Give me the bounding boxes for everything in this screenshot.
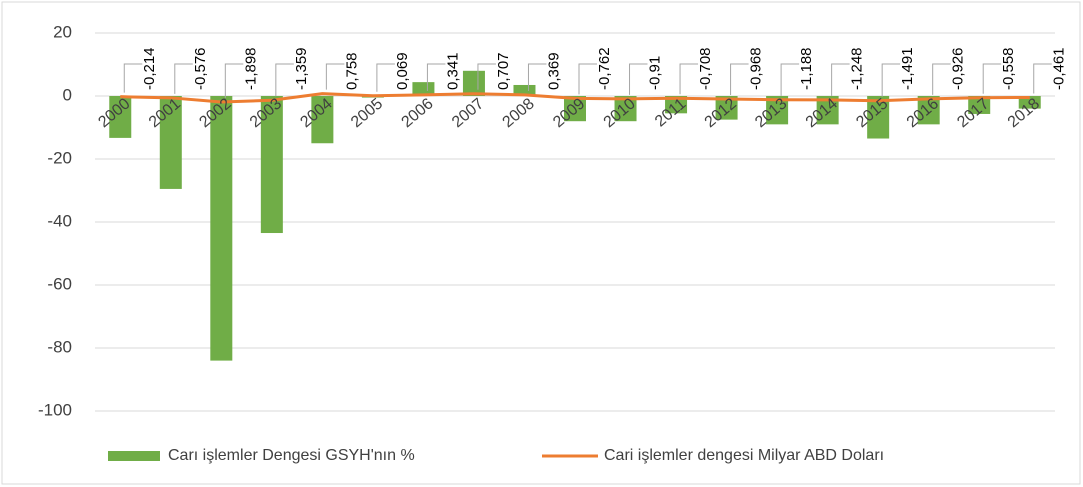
data-label: -1,491 xyxy=(899,47,916,90)
leader-line xyxy=(982,63,1002,94)
leader-line xyxy=(831,63,850,96)
leader-line xyxy=(679,63,699,95)
bar xyxy=(564,96,586,122)
leader-line xyxy=(578,63,597,95)
leader-line xyxy=(477,63,496,90)
data-label: -0,968 xyxy=(748,47,765,90)
legend-label: Carı işlemler Dengesi GSYH'nın % xyxy=(168,447,415,464)
leader-line xyxy=(376,63,395,92)
bar xyxy=(1018,96,1041,109)
data-label: 0,069 xyxy=(394,52,411,90)
leader-line xyxy=(1033,63,1052,94)
legend-swatch xyxy=(108,451,160,461)
leader-line xyxy=(730,63,749,96)
leader-line xyxy=(932,63,951,95)
bar xyxy=(260,96,283,234)
y-tick-label: -20 xyxy=(47,148,72,167)
leader-line xyxy=(780,63,800,96)
data-label: -0,926 xyxy=(950,47,967,90)
y-tick-label: -100 xyxy=(38,400,72,419)
bar xyxy=(917,96,940,125)
y-tick-label: 20 xyxy=(53,22,72,41)
line xyxy=(120,92,1030,104)
legend-label: Cari işlemler dengesi Milyar ABD Doları xyxy=(604,447,884,464)
data-label: -0,558 xyxy=(1000,47,1017,90)
data-label: -1,359 xyxy=(293,47,310,90)
bar xyxy=(412,82,435,96)
bar xyxy=(109,96,132,138)
bar xyxy=(968,96,991,114)
leader-line xyxy=(629,63,648,95)
bar xyxy=(513,84,536,96)
bar xyxy=(766,96,789,125)
leader-line xyxy=(325,63,345,90)
data-label: 0,758 xyxy=(343,52,360,90)
bar xyxy=(715,96,738,120)
data-label: -0,576 xyxy=(192,47,209,90)
bar xyxy=(816,96,839,125)
y-tick-label: 0 xyxy=(63,85,72,104)
data-label: 0,369 xyxy=(545,52,562,90)
y-tick-label: -40 xyxy=(47,211,72,230)
data-label: 0,341 xyxy=(444,52,461,90)
bar xyxy=(614,96,637,122)
bar xyxy=(311,96,334,144)
y-tick-label: -80 xyxy=(47,337,72,356)
leader-line xyxy=(275,63,294,97)
bar xyxy=(867,96,890,139)
data-label: -0,461 xyxy=(1051,47,1068,90)
data-label: -1,188 xyxy=(798,47,815,90)
leader-line xyxy=(174,63,193,94)
y-tick-label: -60 xyxy=(47,274,72,293)
data-label: 0,707 xyxy=(495,52,512,90)
leader-line xyxy=(426,63,446,91)
data-label: -0,762 xyxy=(596,47,613,90)
data-label: -1,248 xyxy=(849,47,866,90)
bar xyxy=(665,96,688,114)
data-label: -0,214 xyxy=(141,47,158,90)
data-label: -0,91 xyxy=(646,56,663,90)
leader-line xyxy=(527,63,547,91)
bar xyxy=(210,96,233,361)
leader-line xyxy=(224,63,244,98)
leader-line xyxy=(123,63,143,93)
bar xyxy=(462,70,485,96)
data-label: -0,708 xyxy=(697,47,714,90)
leader-line xyxy=(881,63,901,97)
data-label: -1,898 xyxy=(242,47,259,90)
bar xyxy=(159,96,182,189)
